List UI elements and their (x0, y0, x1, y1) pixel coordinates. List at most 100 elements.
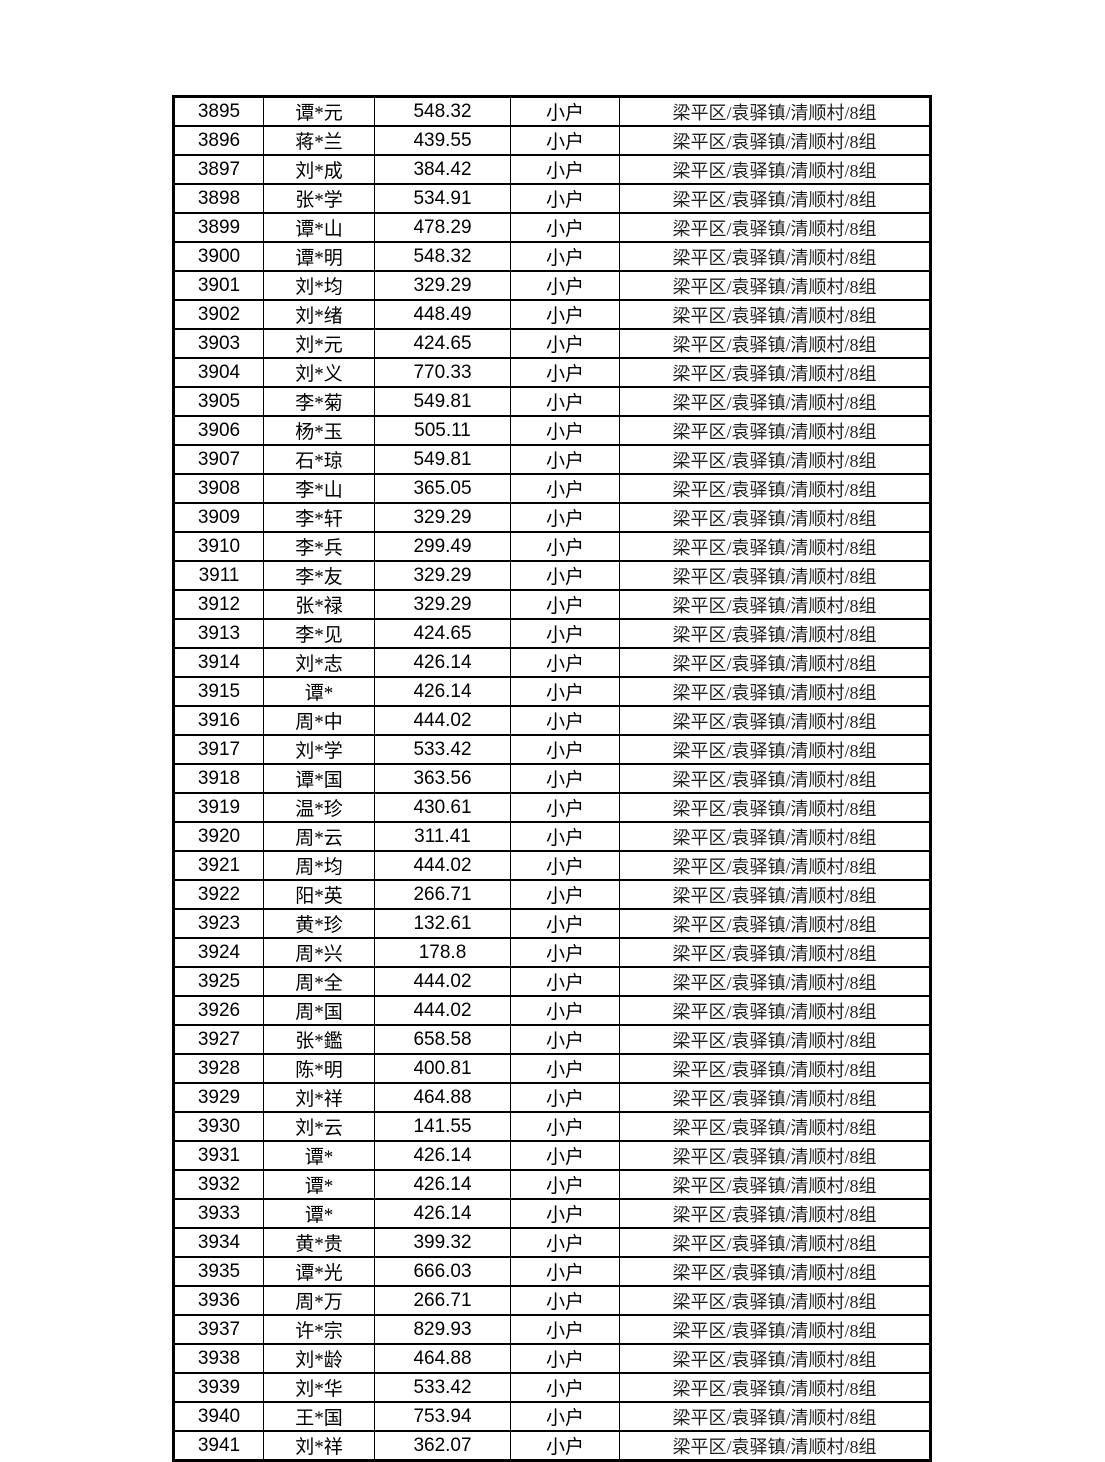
amount-cell: 424.65 (374, 618, 511, 649)
row-id-cell: 3924 (173, 937, 264, 968)
table-row: 3940 王*国 753.94 小户 梁平区/袁驿镇/清顺村/8组 (173, 1401, 931, 1432)
row-id-cell: 3931 (173, 1140, 264, 1171)
name-cell: 周*国 (263, 995, 375, 1026)
table-row: 3923 黄*珍 132.61 小户 梁平区/袁驿镇/清顺村/8组 (173, 908, 931, 939)
location-cell: 梁平区/袁驿镇/清顺村/8组 (619, 734, 931, 765)
household-type-cell: 小户 (510, 444, 620, 475)
table-row: 3897 刘*成 384.42 小户 梁平区/袁驿镇/清顺村/8组 (173, 154, 931, 185)
amount-cell: 444.02 (374, 850, 511, 881)
household-type-cell: 小户 (510, 821, 620, 852)
location-cell: 梁平区/袁驿镇/清顺村/8组 (619, 1111, 931, 1142)
household-type-cell: 小户 (510, 1430, 620, 1462)
row-id-cell: 3921 (173, 850, 264, 881)
row-id-cell: 3916 (173, 705, 264, 736)
row-id-cell: 3911 (173, 560, 264, 591)
name-cell: 温*珍 (263, 792, 375, 823)
location-cell: 梁平区/袁驿镇/清顺村/8组 (619, 1169, 931, 1200)
name-cell: 李*友 (263, 560, 375, 591)
name-cell: 刘*志 (263, 647, 375, 678)
name-cell: 周*中 (263, 705, 375, 736)
household-type-cell: 小户 (510, 386, 620, 417)
location-cell: 梁平区/袁驿镇/清顺村/8组 (619, 589, 931, 620)
name-cell: 张*禄 (263, 589, 375, 620)
row-id-cell: 3932 (173, 1169, 264, 1200)
name-cell: 刘*元 (263, 328, 375, 359)
amount-cell: 426.14 (374, 676, 511, 707)
row-id-cell: 3896 (173, 125, 264, 156)
household-type-cell: 小户 (510, 618, 620, 649)
name-cell: 张*鑑 (263, 1024, 375, 1055)
name-cell: 杨*玉 (263, 415, 375, 446)
table-row: 3899 谭*山 478.29 小户 梁平区/袁驿镇/清顺村/8组 (173, 212, 931, 243)
household-type-cell: 小户 (510, 1343, 620, 1374)
amount-cell: 753.94 (374, 1401, 511, 1432)
amount-cell: 533.42 (374, 734, 511, 765)
amount-cell: 311.41 (374, 821, 511, 852)
table-row: 3918 谭*国 363.56 小户 梁平区/袁驿镇/清顺村/8组 (173, 763, 931, 794)
location-cell: 梁平区/袁驿镇/清顺村/8组 (619, 676, 931, 707)
name-cell: 谭* (263, 676, 375, 707)
row-id-cell: 3939 (173, 1372, 264, 1403)
location-cell: 梁平区/袁驿镇/清顺村/8组 (619, 154, 931, 185)
name-cell: 谭*元 (263, 95, 375, 127)
row-id-cell: 3905 (173, 386, 264, 417)
data-table: 3895 谭*元 548.32 小户 梁平区/袁驿镇/清顺村/8组 3896 蒋… (172, 95, 932, 1462)
table-row: 3917 刘*学 533.42 小户 梁平区/袁驿镇/清顺村/8组 (173, 734, 931, 765)
location-cell: 梁平区/袁驿镇/清顺村/8组 (619, 328, 931, 359)
table-row: 3932 谭* 426.14 小户 梁平区/袁驿镇/清顺村/8组 (173, 1169, 931, 1200)
table-row: 3929 刘*祥 464.88 小户 梁平区/袁驿镇/清顺村/8组 (173, 1082, 931, 1113)
household-type-cell: 小户 (510, 792, 620, 823)
row-id-cell: 3917 (173, 734, 264, 765)
amount-cell: 141.55 (374, 1111, 511, 1142)
row-id-cell: 3904 (173, 357, 264, 388)
household-type-cell: 小户 (510, 966, 620, 997)
amount-cell: 426.14 (374, 1198, 511, 1229)
amount-cell: 533.42 (374, 1372, 511, 1403)
household-type-cell: 小户 (510, 1024, 620, 1055)
household-type-cell: 小户 (510, 647, 620, 678)
row-id-cell: 3903 (173, 328, 264, 359)
household-type-cell: 小户 (510, 1169, 620, 1200)
table-row: 3934 黄*贵 399.32 小户 梁平区/袁驿镇/清顺村/8组 (173, 1227, 931, 1258)
row-id-cell: 3920 (173, 821, 264, 852)
name-cell: 谭*明 (263, 241, 375, 272)
table-row: 3928 陈*明 400.81 小户 梁平区/袁驿镇/清顺村/8组 (173, 1053, 931, 1084)
table-row: 3937 许*宗 829.93 小户 梁平区/袁驿镇/清顺村/8组 (173, 1314, 931, 1345)
household-type-cell: 小户 (510, 1401, 620, 1432)
household-type-cell: 小户 (510, 270, 620, 301)
location-cell: 梁平区/袁驿镇/清顺村/8组 (619, 415, 931, 446)
amount-cell: 464.88 (374, 1343, 511, 1374)
household-type-cell: 小户 (510, 589, 620, 620)
amount-cell: 439.55 (374, 125, 511, 156)
row-id-cell: 3912 (173, 589, 264, 620)
row-id-cell: 3915 (173, 676, 264, 707)
row-id-cell: 3899 (173, 212, 264, 243)
household-type-cell: 小户 (510, 125, 620, 156)
location-cell: 梁平区/袁驿镇/清顺村/8组 (619, 879, 931, 910)
amount-cell: 444.02 (374, 705, 511, 736)
name-cell: 刘*成 (263, 154, 375, 185)
location-cell: 梁平区/袁驿镇/清顺村/8组 (619, 995, 931, 1026)
amount-cell: 426.14 (374, 1140, 511, 1171)
household-type-cell: 小户 (510, 937, 620, 968)
row-id-cell: 3919 (173, 792, 264, 823)
amount-cell: 426.14 (374, 1169, 511, 1200)
location-cell: 梁平区/袁驿镇/清顺村/8组 (619, 618, 931, 649)
location-cell: 梁平区/袁驿镇/清顺村/8组 (619, 183, 931, 214)
location-cell: 梁平区/袁驿镇/清顺村/8组 (619, 1430, 931, 1462)
household-type-cell: 小户 (510, 473, 620, 504)
row-id-cell: 3940 (173, 1401, 264, 1432)
row-id-cell: 3898 (173, 183, 264, 214)
name-cell: 谭* (263, 1140, 375, 1171)
name-cell: 张*学 (263, 183, 375, 214)
location-cell: 梁平区/袁驿镇/清顺村/8组 (619, 1053, 931, 1084)
amount-cell: 444.02 (374, 966, 511, 997)
table-row: 3935 谭*光 666.03 小户 梁平区/袁驿镇/清顺村/8组 (173, 1256, 931, 1287)
name-cell: 李*山 (263, 473, 375, 504)
row-id-cell: 3918 (173, 763, 264, 794)
name-cell: 刘*龄 (263, 1343, 375, 1374)
household-type-cell: 小户 (510, 908, 620, 939)
name-cell: 李*轩 (263, 502, 375, 533)
amount-cell: 534.91 (374, 183, 511, 214)
amount-cell: 448.49 (374, 299, 511, 330)
